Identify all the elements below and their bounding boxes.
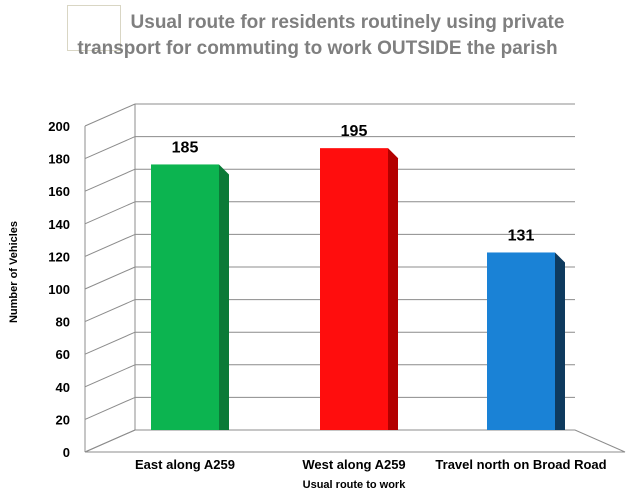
side-gridline [84, 201, 136, 225]
bar-side [219, 164, 229, 430]
y-tick-label: 100 [48, 282, 70, 297]
data-label: 195 [341, 123, 368, 140]
bar [151, 164, 219, 430]
bar-side [555, 252, 565, 430]
y-tick-label: 140 [48, 217, 70, 232]
y-tick-label: 20 [56, 412, 70, 427]
side-gridline [84, 168, 136, 192]
chart-title: Usual route for residents routinely usin… [0, 10, 635, 62]
bar-side [388, 148, 398, 430]
y-axis-title: Number of Vehicles [8, 221, 20, 323]
side-gridline [84, 233, 136, 257]
bar [320, 148, 388, 430]
y-tick-label: 180 [48, 152, 70, 167]
y-tick-label: 60 [56, 347, 70, 362]
y-tick-label: 0 [63, 445, 70, 460]
data-label: 185 [172, 139, 199, 156]
side-gridline [84, 331, 136, 355]
bar [487, 252, 555, 430]
chart-title-line-1: Usual route for residents routinely usin… [130, 12, 565, 33]
x-tick-label: West along A259 [302, 457, 405, 472]
x-axis-title: Usual route to work [303, 479, 407, 491]
side-gridline [84, 103, 136, 127]
axes [84, 104, 626, 453]
data-label: 131 [508, 227, 535, 244]
side-gridline [84, 299, 136, 323]
labels: 0 20 40 60 80 100 120 140 160 180 200 185 East along… [8, 119, 607, 491]
y-tick-label: 80 [56, 315, 70, 330]
y-tick-label: 200 [48, 119, 70, 134]
side-gridline [84, 266, 136, 290]
chart-title-line-2: transport for commuting to work OUTSIDE … [77, 38, 558, 59]
y-tick-label: 120 [48, 249, 70, 264]
title-decoration-box [67, 5, 121, 51]
x-tick-label: Travel north on Broad Road [435, 457, 606, 472]
y-tick-label: 160 [48, 184, 70, 199]
side-gridline [84, 364, 136, 388]
floor-plane [84, 429, 626, 453]
side-gridline [84, 396, 136, 420]
x-tick-label: East along A259 [135, 457, 235, 472]
side-gridline [84, 136, 136, 160]
bars [151, 148, 565, 430]
y-tick-label: 40 [56, 380, 70, 395]
